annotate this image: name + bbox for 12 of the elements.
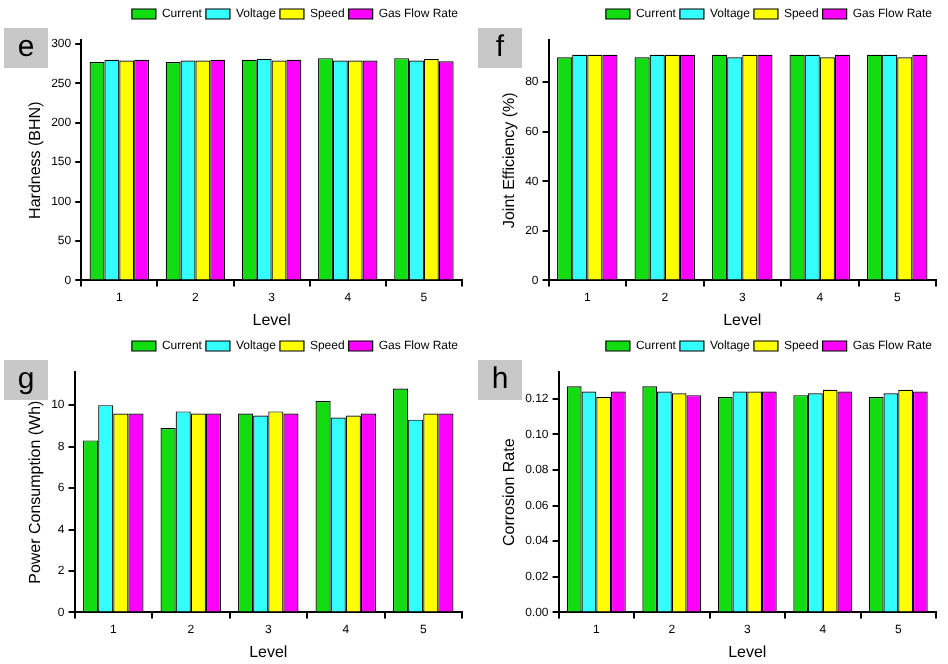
x-axis-title: Level [249, 642, 288, 661]
y-axis-title: Hardness (BHN) [26, 100, 45, 219]
x-axis-title: Level [252, 310, 292, 329]
chart-title: f [478, 28, 522, 68]
chart-title: g [4, 360, 48, 400]
y-axis-title: Corrosion Rate [500, 437, 519, 547]
y-axis-title: Joint Efficiency (%) [500, 91, 519, 229]
chart-title: h [478, 360, 522, 400]
x-axis-title: Level [728, 642, 767, 661]
x-axis-title: Level [723, 310, 762, 329]
chart-title: e [4, 28, 48, 68]
y-axis-title: Power Consumption (Wh) [26, 399, 45, 584]
